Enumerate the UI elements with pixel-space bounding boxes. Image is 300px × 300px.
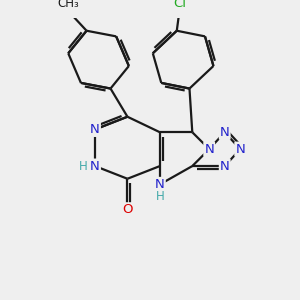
Text: H: H xyxy=(79,160,88,172)
Text: N: N xyxy=(204,143,214,156)
Text: O: O xyxy=(122,203,133,216)
Text: Cl: Cl xyxy=(173,0,186,11)
Text: N: N xyxy=(90,160,100,172)
Text: N: N xyxy=(90,123,100,136)
Text: N: N xyxy=(155,178,165,191)
Text: H: H xyxy=(155,190,164,203)
Text: N: N xyxy=(235,143,245,156)
Text: CH₃: CH₃ xyxy=(57,0,79,11)
Text: N: N xyxy=(220,126,230,139)
Text: N: N xyxy=(220,160,230,172)
